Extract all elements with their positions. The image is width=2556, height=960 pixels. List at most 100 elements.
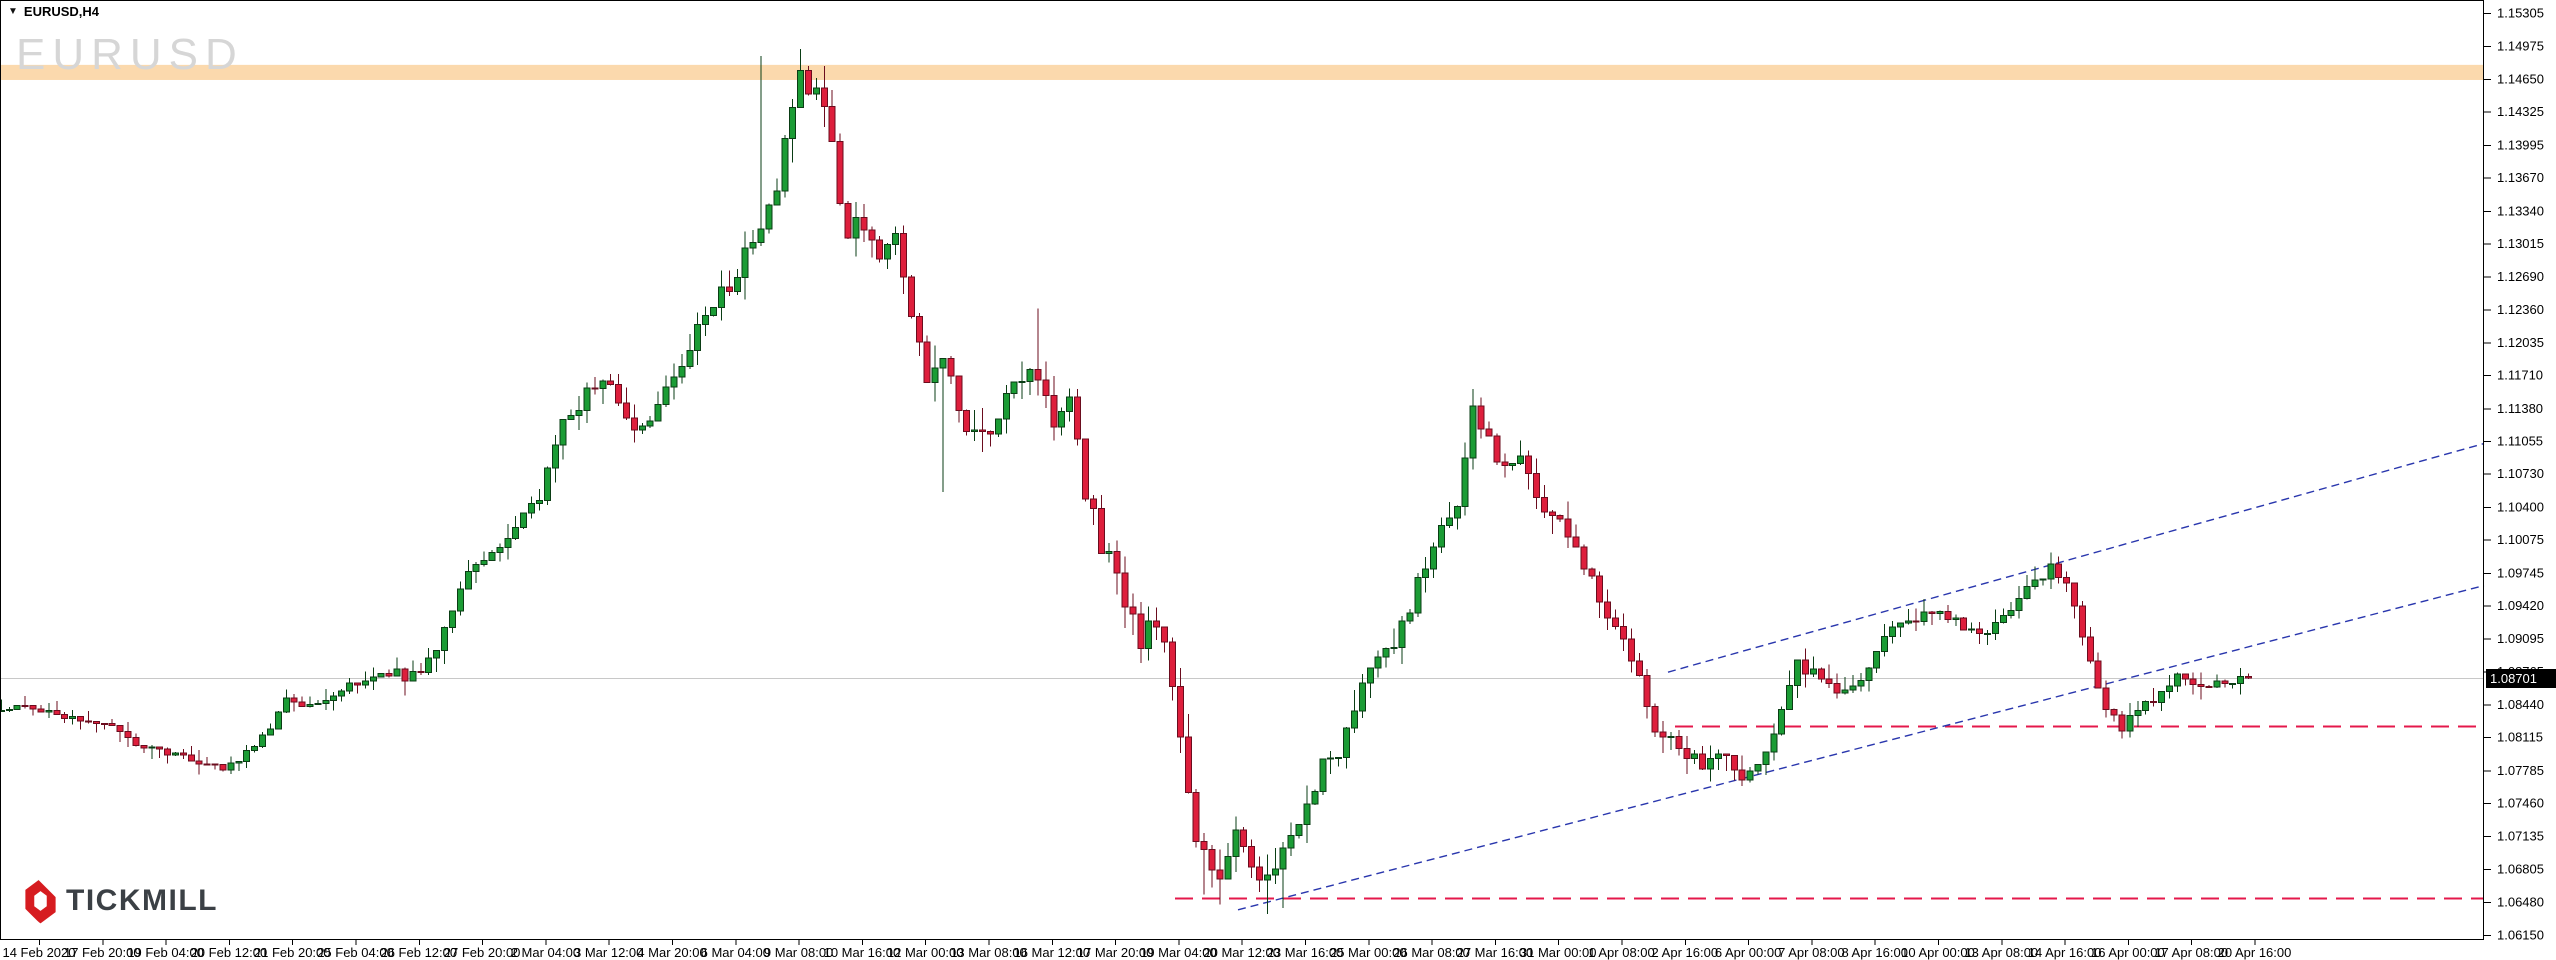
candle — [781, 135, 789, 198]
candle — [1873, 651, 1881, 674]
candle — [1659, 721, 1667, 754]
candle — [749, 229, 757, 255]
candle — [543, 466, 551, 506]
candle — [2023, 575, 2031, 600]
candle — [1121, 556, 1129, 628]
candle — [148, 745, 156, 760]
candle — [567, 409, 575, 420]
candle — [425, 648, 433, 675]
candle — [765, 203, 773, 234]
candle — [1635, 652, 1643, 677]
symbol-watermark: EURUSD — [16, 30, 244, 79]
candle — [1113, 540, 1121, 595]
candle — [646, 416, 654, 428]
candle — [1746, 767, 1754, 783]
ascending-channel-lower[interactable] — [1237, 584, 2485, 911]
candle — [480, 551, 488, 567]
candle — [1485, 421, 1493, 437]
candle — [1335, 757, 1343, 767]
candle — [100, 722, 108, 730]
candle — [1983, 630, 1991, 646]
candle — [907, 275, 915, 319]
candle — [290, 693, 298, 712]
time-tick-label: 26 Mar 08:00 — [1393, 945, 1470, 960]
price-tick-label: 1.11380 — [2497, 401, 2543, 416]
candle — [1398, 616, 1406, 664]
candle — [1437, 517, 1445, 554]
candle — [1509, 462, 1517, 471]
candle — [1382, 647, 1390, 668]
candle — [1311, 789, 1319, 805]
resistance-zone-band[interactable] — [0, 64, 2484, 80]
candle — [2158, 690, 2166, 711]
candle — [2055, 556, 2063, 584]
candle — [496, 543, 504, 562]
candle — [156, 746, 164, 758]
time-tick-label: 19 Mar 04:00 — [1140, 945, 1217, 960]
time-tick-label: 17 Apr 08:00 — [2154, 945, 2228, 960]
price-tick-label: 1.10075 — [2497, 532, 2544, 547]
chevron-down-icon[interactable]: ▼ — [8, 6, 18, 17]
candle — [1627, 628, 1635, 673]
candle — [1976, 622, 1984, 645]
candle — [1801, 648, 1809, 688]
candle — [1050, 376, 1058, 441]
ascending-channel-upper[interactable] — [1667, 442, 2485, 673]
symbol-timeframe-text: EURUSD,H4 — [23, 4, 100, 19]
candle — [1453, 505, 1461, 530]
candle — [1532, 458, 1540, 509]
candle — [84, 710, 92, 724]
candle — [757, 55, 765, 246]
candle — [1034, 308, 1042, 396]
time-tick-label: 16 Mar 12:00 — [1013, 945, 1090, 960]
time-tick-label: 14 Apr 16:00 — [2028, 945, 2102, 960]
candle — [955, 375, 963, 423]
candle — [702, 306, 710, 336]
candle — [1430, 542, 1438, 578]
time-tick-label: 23 Mar 16:00 — [1267, 945, 1344, 960]
candle — [1968, 622, 1976, 634]
candle — [203, 756, 211, 766]
time-tick-label: 20 Feb 12:00 — [191, 945, 268, 960]
broker-logo-text: TICKMILL — [66, 884, 218, 917]
candle — [195, 750, 203, 775]
price-tick-label: 1.14975 — [2497, 39, 2544, 54]
time-tick-label: 17 Feb 20:00 — [64, 945, 141, 960]
candle — [1904, 608, 1912, 625]
time-tick-label: 10 Apr 00:00 — [1901, 945, 1975, 960]
time-tick-label: 8 Apr 16:00 — [1841, 945, 1908, 960]
price-tick-label: 1.15305 — [2497, 6, 2544, 21]
candle — [37, 705, 45, 713]
candle — [2047, 552, 2055, 590]
candle — [1667, 731, 1675, 750]
candle — [2118, 711, 2126, 739]
candle — [227, 756, 235, 775]
candle — [140, 744, 148, 754]
candle — [1786, 670, 1794, 710]
candle — [417, 663, 425, 675]
candle — [1366, 667, 1374, 698]
candle — [2142, 700, 2150, 715]
candle — [21, 695, 29, 709]
candle — [361, 671, 369, 689]
symbol-timeframe-label[interactable]: ▼ EURUSD,H4 — [8, 4, 99, 19]
candle — [876, 235, 884, 263]
candle — [29, 704, 37, 716]
candle — [401, 667, 409, 696]
candle — [1493, 433, 1501, 465]
candle — [528, 496, 536, 519]
time-tick-label: 25 Mar 00:00 — [1330, 945, 1407, 960]
candle — [1232, 816, 1240, 872]
candle — [1026, 368, 1034, 395]
candle — [53, 701, 61, 716]
candle — [1920, 599, 1928, 626]
candle — [1825, 664, 1833, 688]
candle — [385, 669, 393, 678]
price-tick-label: 1.14325 — [2497, 104, 2544, 119]
candle — [1525, 450, 1533, 490]
candle — [931, 345, 939, 402]
candle — [2150, 688, 2158, 707]
